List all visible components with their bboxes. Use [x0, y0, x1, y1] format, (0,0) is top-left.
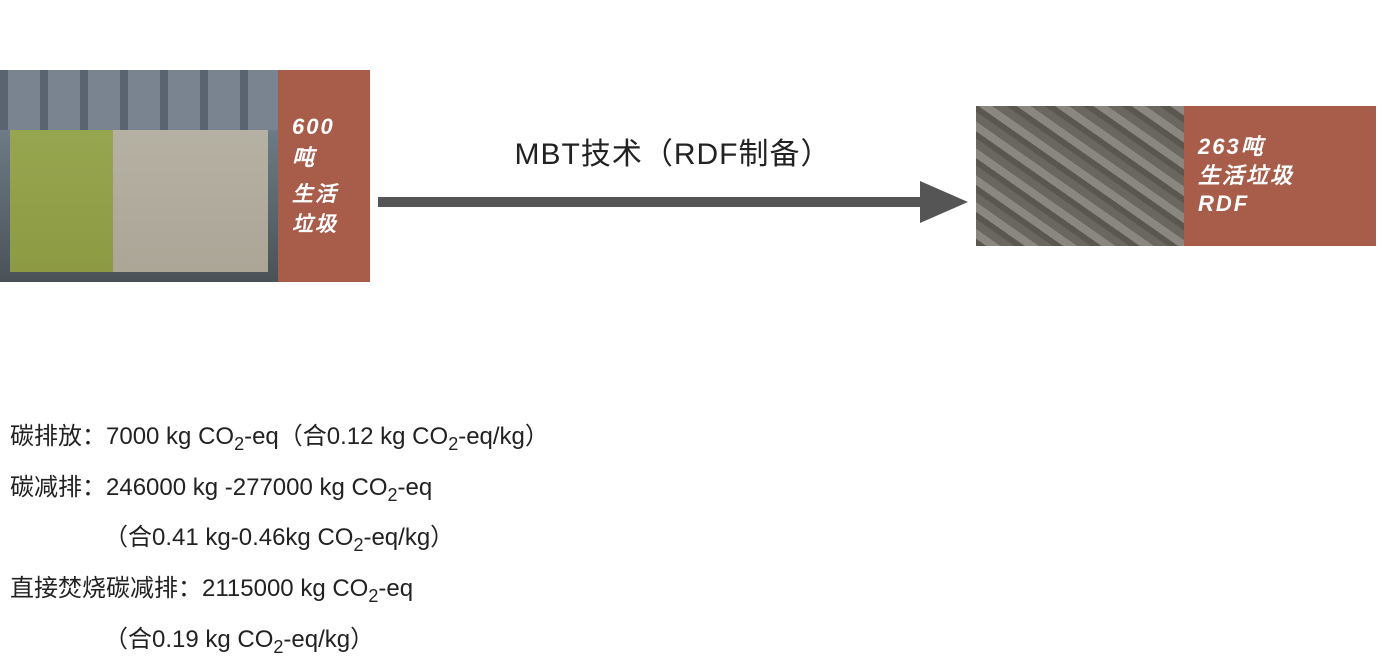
stat-emission: 碳排放：7000 kg CO2-eq（合0.12 kg CO2-eq/kg） [10, 412, 549, 463]
carbon-stats-block: 碳排放：7000 kg CO2-eq（合0.12 kg CO2-eq/kg） 碳… [10, 412, 549, 665]
input-facility-photo [0, 70, 278, 282]
input-desc: 生活垃圾 [292, 178, 356, 238]
stat-incineration: 直接焚烧碳减排：2115000 kg CO2-eq [10, 564, 549, 615]
arrow-title: MBT技术（RDF制备） [515, 129, 832, 173]
output-qty: 263吨 [1198, 133, 1362, 162]
stat-reduction-detail: （合0.41 kg-0.46kg CO2-eq/kg） [10, 513, 549, 564]
output-desc2: RDF [1198, 190, 1362, 219]
output-rdf-photo [976, 106, 1184, 246]
process-flow-row: 600吨 生活垃圾 MBT技术（RDF制备） 263吨 生活垃圾 RDF [0, 70, 1376, 282]
input-label-box: 600吨 生活垃圾 [278, 70, 370, 282]
stat-reduction: 碳减排：246000 kg -277000 kg CO2-eq [10, 463, 549, 514]
output-desc1: 生活垃圾 [1198, 162, 1362, 191]
output-label-box: 263吨 生活垃圾 RDF [1184, 106, 1376, 246]
arrow-icon [378, 181, 968, 223]
stat-incineration-detail: （合0.19 kg CO2-eq/kg） [10, 615, 549, 665]
input-qty: 600吨 [292, 114, 356, 172]
process-arrow-group: MBT技术（RDF制备） [378, 129, 968, 223]
